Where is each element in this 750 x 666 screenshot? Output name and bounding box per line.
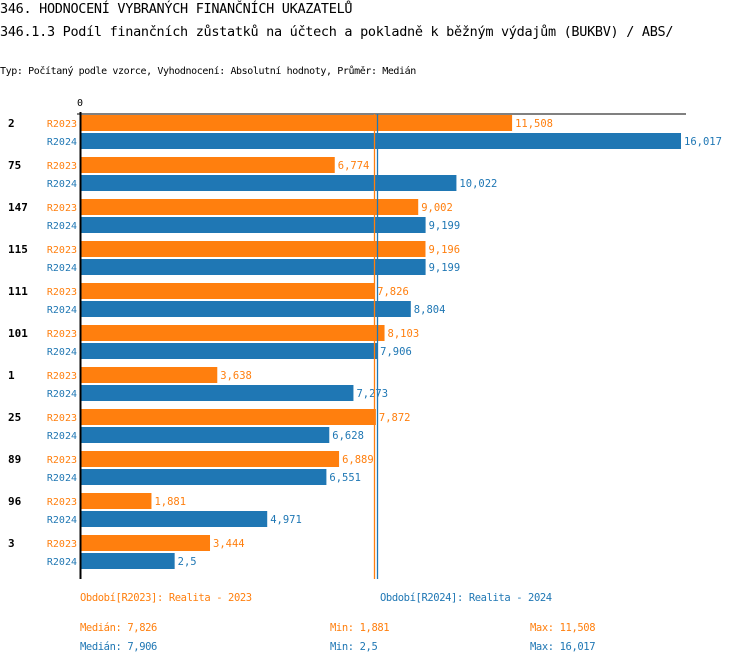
data-label: 8,804	[414, 304, 446, 316]
stat-r2024-median: Medián: 7,906	[80, 641, 157, 653]
bar-r2024	[81, 427, 330, 443]
stat-r2024-min: Min: 2,5	[330, 641, 378, 653]
category-label: 96	[8, 495, 22, 508]
data-label: 3,444	[213, 538, 245, 550]
series-label: R2024	[47, 389, 77, 400]
data-label: 1,881	[154, 496, 186, 508]
data-label: 9,196	[428, 244, 460, 256]
bar-r2023	[81, 493, 152, 509]
bar-r2024	[81, 175, 457, 191]
series-label: R2024	[47, 137, 77, 148]
series-label: R2023	[47, 497, 77, 508]
data-label: 7,273	[356, 388, 388, 400]
series-label: R2024	[47, 305, 77, 316]
data-label: 9,199	[429, 220, 461, 232]
data-label: 9,002	[421, 202, 453, 214]
data-label: 6,551	[329, 472, 361, 484]
category-label: 147	[8, 201, 28, 214]
category-label: 25	[8, 411, 21, 424]
stat-r2023-median: Medián: 7,826	[80, 622, 157, 634]
stat-r2023-min: Min: 1,881	[330, 622, 390, 634]
bar-r2023	[81, 325, 385, 341]
series-label: R2023	[47, 539, 77, 550]
stat-r2023-max: Max: 11,508	[530, 622, 596, 634]
data-label: 9,199	[429, 262, 461, 274]
bar-r2023	[81, 409, 376, 425]
legend-r2024: Období[R2024]: Realita - 2024	[380, 592, 552, 604]
series-label: R2024	[47, 347, 77, 358]
data-label: 7,872	[379, 412, 411, 424]
data-label: 3,638	[220, 370, 252, 382]
series-label: R2023	[47, 371, 77, 382]
section-title: 346. HODNOCENÍ VYBRANÝCH FINANČNÍCH UKAZ…	[0, 1, 353, 17]
series-label: R2024	[47, 557, 77, 568]
data-label: 16,017	[684, 136, 722, 148]
bar-r2023	[81, 157, 335, 173]
series-label: R2024	[47, 263, 77, 274]
series-label: R2024	[47, 515, 77, 526]
bar-chart: 0 2 R2023 11,508 R2024 16,017 75 R2023 6,774 R202…	[8, 98, 722, 579]
series-label: R2023	[47, 245, 77, 256]
bar-r2024	[81, 301, 411, 317]
series-label: R2023	[47, 119, 77, 130]
bar-r2023	[81, 283, 375, 299]
series-label: R2024	[47, 473, 77, 484]
bar-r2024	[81, 343, 378, 359]
bar-r2023	[81, 199, 419, 215]
bar-r2023	[81, 535, 211, 551]
indicator-meta: Typ: Počítaný podle vzorce, Vyhodnocení:…	[0, 66, 416, 77]
bar-r2023	[81, 451, 340, 467]
category-label: 1	[8, 369, 15, 382]
data-label: 11,508	[515, 118, 553, 130]
series-label: R2023	[47, 413, 77, 424]
data-label: 6,774	[338, 160, 370, 172]
bar-r2023	[81, 115, 513, 131]
series-label: R2023	[47, 287, 77, 298]
category-label: 101	[8, 327, 28, 340]
indicator-title: 346.1.3 Podíl finančních zůstatků na účt…	[0, 24, 674, 40]
series-label: R2023	[47, 455, 77, 466]
series-label: R2024	[47, 431, 77, 442]
category-label: 3	[8, 537, 15, 550]
series-label: R2023	[47, 329, 77, 340]
bar-r2024	[81, 469, 327, 485]
bar-r2024	[81, 217, 426, 233]
data-label: 6,889	[342, 454, 374, 466]
bar-r2024	[81, 511, 268, 527]
axis-zero-label: 0	[77, 98, 83, 109]
data-label: 7,826	[377, 286, 409, 298]
category-label: 89	[8, 453, 21, 466]
bar-r2024	[81, 259, 426, 275]
bar-r2023	[81, 241, 426, 257]
category-label: 111	[8, 285, 28, 298]
data-label: 10,022	[459, 178, 497, 190]
series-label: R2023	[47, 203, 77, 214]
bar-r2024	[81, 133, 681, 149]
data-label: 8,103	[388, 328, 420, 340]
category-label: 75	[8, 159, 21, 172]
category-label: 2	[8, 117, 15, 130]
data-label: 6,628	[332, 430, 364, 442]
data-label: 2,5	[178, 556, 197, 568]
legend-r2023: Období[R2023]: Realita - 2023	[80, 592, 252, 604]
series-label: R2024	[47, 179, 77, 190]
category-label: 115	[8, 243, 28, 256]
data-label: 4,971	[270, 514, 302, 526]
stat-r2024-max: Max: 16,017	[530, 641, 596, 653]
bar-r2024	[81, 385, 354, 401]
series-label: R2024	[47, 221, 77, 232]
data-label: 7,906	[380, 346, 412, 358]
bar-r2023	[81, 367, 218, 383]
series-label: R2023	[47, 161, 77, 172]
bar-r2024	[81, 553, 175, 569]
